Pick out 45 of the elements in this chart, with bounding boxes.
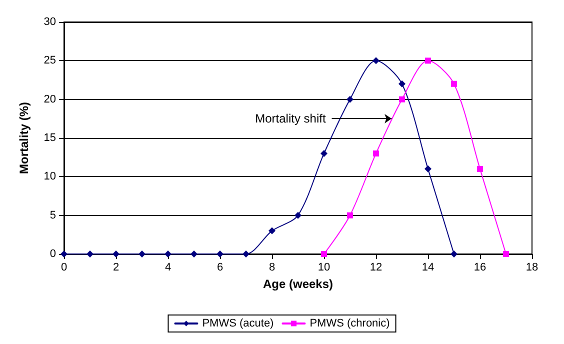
point [164, 250, 172, 258]
x-tick-label: 14 [422, 262, 434, 274]
x-tick-label: 0 [60, 262, 68, 274]
point [242, 250, 250, 258]
point [398, 80, 406, 88]
y-tick-label: 30 [44, 16, 56, 28]
point [424, 165, 432, 172]
x-tick-label: 8 [268, 262, 276, 274]
point [216, 250, 224, 258]
x-tick-label: 16 [474, 262, 486, 274]
point [268, 227, 276, 234]
point [451, 80, 457, 87]
point [450, 250, 458, 258]
point [112, 250, 120, 258]
x-tick-label: 12 [370, 262, 382, 274]
point [347, 212, 353, 218]
point [477, 166, 483, 172]
y-axis-title: Mortality (%) [17, 102, 31, 174]
point [503, 251, 509, 257]
point [372, 57, 380, 64]
point [190, 250, 198, 258]
x-tick-label: 6 [216, 262, 224, 274]
point [320, 150, 328, 157]
y-tick-label: 0 [50, 248, 56, 260]
legend-label: PMWS (acute) [202, 318, 274, 330]
point [86, 250, 94, 258]
point [138, 250, 146, 258]
point [294, 212, 302, 219]
x-tick-label: 18 [526, 262, 538, 274]
x-tick-label: 2 [112, 262, 120, 274]
y-tick-label: 10 [44, 170, 56, 183]
point [399, 96, 405, 102]
x-tick-label: 4 [164, 262, 172, 274]
point [321, 251, 327, 257]
x-tick-label: 10 [318, 262, 330, 274]
y-tick-label: 15 [44, 132, 56, 144]
point [373, 150, 379, 156]
point [425, 58, 431, 64]
y-tick-label: 25 [44, 54, 56, 67]
point [346, 96, 354, 103]
annotation: Mortality shift [255, 112, 326, 126]
y-tick-label: 20 [44, 93, 56, 106]
y-tick-label: 5 [50, 209, 56, 222]
legend-label: PMWS (chronic) [310, 318, 390, 330]
x-axis-title: Age (weeks) [262, 277, 334, 291]
